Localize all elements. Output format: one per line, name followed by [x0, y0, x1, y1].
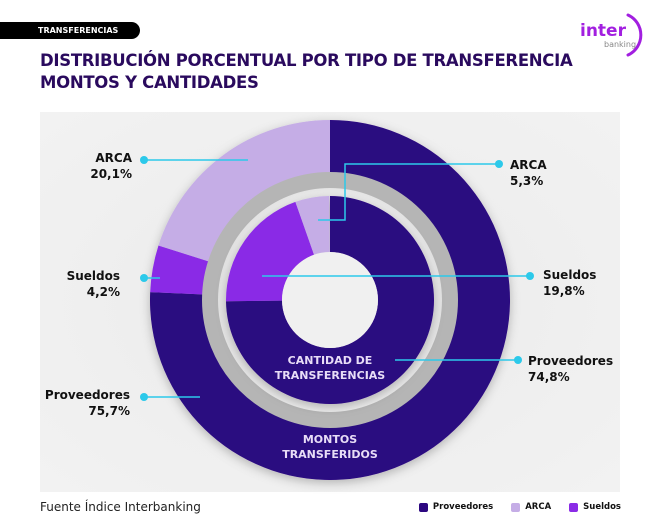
legend: Proveedores ARCA Sueldos	[418, 502, 621, 512]
label-outer-arca: ARCA 20,1%	[90, 151, 132, 181]
title-line-2: MONTOS Y CANTIDADES	[40, 73, 259, 92]
gray-separator-ring	[202, 172, 458, 428]
legend-swatch	[418, 502, 428, 512]
leader-outer-sueldos-dot	[140, 274, 148, 282]
inner-ring-label: CANTIDAD DE TRANSFERENCIAS	[274, 354, 386, 382]
legend-swatch	[569, 502, 579, 512]
slice-outer-arca	[158, 120, 330, 264]
leader-inner-sueldos-dot	[526, 272, 534, 280]
leader-inner-arca	[318, 163, 499, 221]
legend-item-proveedores: Proveedores	[418, 502, 493, 512]
slice-inner-proveedores	[226, 196, 435, 405]
leader-outer-proveedores-dot	[140, 393, 148, 401]
leader-inner-arca-dot	[495, 160, 503, 168]
outer-ring-label: MONTOS TRANSFERIDOS	[282, 433, 378, 461]
label-outer-proveedores: Proveedores 75,7%	[44, 388, 130, 418]
legend-item-sueldos: Sueldos	[569, 502, 621, 512]
leader-outer-arca-dot	[140, 156, 148, 164]
legend-swatch	[511, 502, 521, 512]
svg-text:inter: inter	[580, 21, 627, 41]
interbanking-logo: inter banking	[578, 12, 644, 58]
ring-inner	[226, 196, 435, 405]
svg-text:banking: banking	[604, 40, 636, 49]
title-line-1: DISTRIBUCIÓN PORCENTUAL POR TIPO DE TRAN…	[40, 51, 573, 70]
section-tag: TRANSFERENCIAS	[0, 22, 140, 39]
label-inner-arca: ARCA 5,3%	[510, 158, 547, 188]
leader-inner-proveedores-dot	[514, 356, 522, 364]
slice-outer-sueldos	[150, 245, 216, 295]
slice-inner-arca	[295, 196, 330, 255]
label-inner-proveedores: Proveedores 74,8%	[528, 354, 614, 384]
legend-item-arca: ARCA	[511, 502, 551, 512]
chart-title: DISTRIBUCIÓN PORCENTUAL POR TIPO DE TRAN…	[40, 50, 573, 94]
slice-inner-sueldos	[226, 201, 315, 302]
source-note: Fuente Índice Interbanking	[40, 500, 201, 514]
label-outer-sueldos: Sueldos 4,2%	[66, 269, 120, 299]
donut-hole	[282, 252, 378, 348]
label-inner-sueldos: Sueldos 19,8%	[543, 268, 597, 298]
